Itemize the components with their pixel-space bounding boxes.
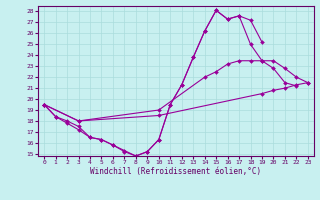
X-axis label: Windchill (Refroidissement éolien,°C): Windchill (Refroidissement éolien,°C) — [91, 167, 261, 176]
